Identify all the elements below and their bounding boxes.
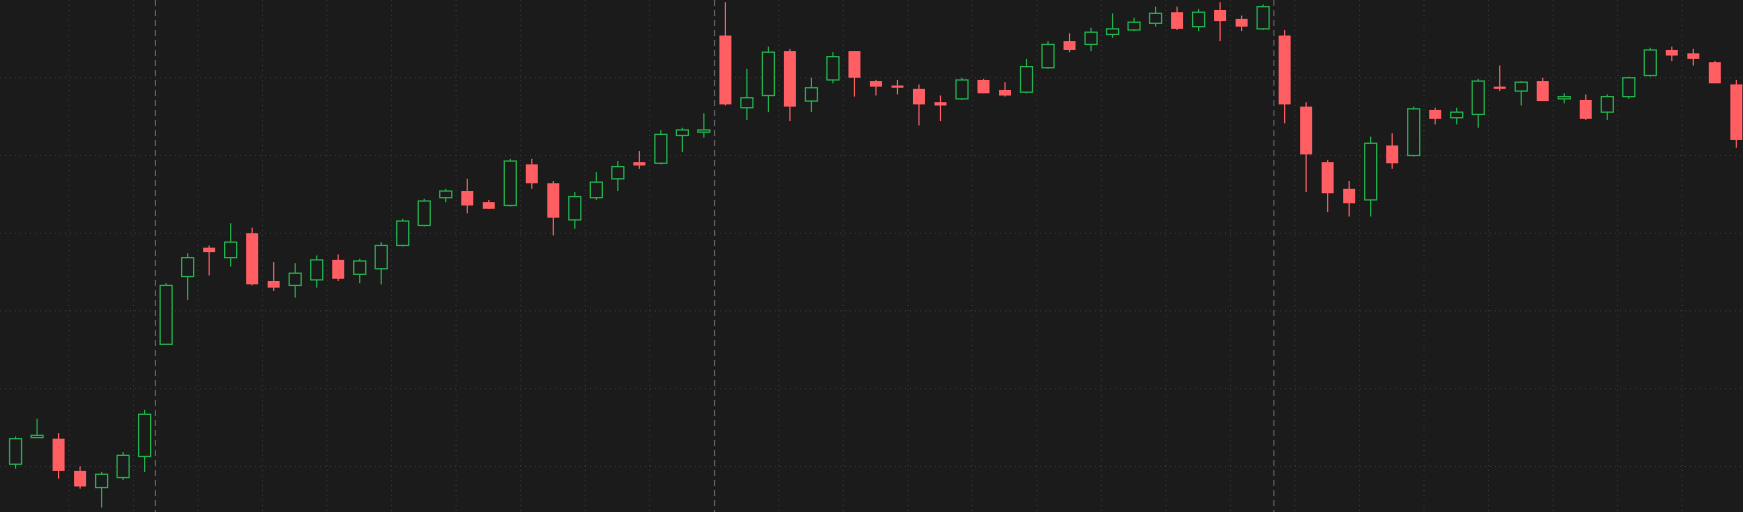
candle-body [1730, 84, 1743, 140]
candle-body [159, 284, 173, 345]
candle-body [74, 470, 87, 487]
candle-body [30, 434, 44, 439]
candle-body [568, 195, 582, 221]
candle-body [1148, 12, 1163, 24]
candle-body [116, 454, 130, 479]
candle-body [1235, 18, 1248, 27]
candle-body [1493, 86, 1506, 89]
candle-body [353, 260, 367, 275]
candle-body [1600, 95, 1614, 113]
candle-body [826, 55, 840, 81]
candle-body [1622, 77, 1636, 98]
candle-body [1579, 99, 1592, 119]
candle-body [374, 244, 388, 270]
candle-body [761, 51, 776, 97]
candle-body [1300, 106, 1313, 155]
candle-body [804, 87, 819, 102]
candle-body [137, 413, 152, 458]
candle-body [332, 259, 345, 279]
candle-body [1105, 28, 1120, 36]
candle-body [654, 133, 668, 164]
candle-body [869, 81, 882, 87]
candle-body [461, 191, 474, 206]
candle-body [589, 181, 603, 199]
candle-body [1471, 80, 1485, 116]
candle-body [955, 79, 969, 100]
candle-body [1386, 145, 1399, 164]
candle-body [180, 257, 195, 278]
candle-body [1127, 21, 1141, 31]
candle-body [224, 241, 238, 259]
candle-body [52, 438, 65, 471]
candle-body [1343, 188, 1356, 204]
candle-body [977, 79, 990, 94]
candle-body [525, 164, 538, 184]
candle-body [1536, 81, 1549, 102]
candle-body [783, 51, 796, 107]
candle-body [288, 272, 302, 287]
candle-body [675, 129, 690, 137]
candle-body [611, 165, 625, 180]
candle-body [740, 97, 754, 109]
candle-body [848, 51, 861, 78]
candle-body [1171, 12, 1184, 29]
candle-body [547, 183, 560, 218]
candle-body [1665, 49, 1678, 56]
candle-body [1191, 11, 1206, 28]
candle-body [1063, 41, 1076, 50]
candle-body [1214, 9, 1227, 22]
candle-body [999, 89, 1012, 96]
candle-body [1687, 53, 1700, 59]
candle-body [1708, 62, 1721, 84]
candle-body [203, 247, 216, 253]
candle-body [1256, 6, 1270, 30]
candle-body [246, 233, 259, 285]
candle-body [1084, 31, 1098, 46]
candle-body [719, 35, 732, 105]
candle-body [267, 280, 280, 288]
candle-body [912, 88, 925, 105]
candle-body [8, 438, 23, 465]
candle-body [891, 85, 904, 88]
candle-body [1450, 111, 1464, 119]
candle-body [396, 220, 410, 247]
candle-body [697, 129, 711, 133]
candle-body [1019, 65, 1034, 93]
candle-body [1364, 142, 1378, 201]
candle-body [1643, 49, 1657, 77]
candle-body [1514, 81, 1528, 92]
candle-body [1278, 35, 1291, 105]
candle-body [1407, 108, 1421, 157]
candle-body [1321, 162, 1334, 194]
candle-body [503, 160, 517, 207]
candle-body [633, 162, 646, 166]
candle-body [417, 200, 431, 227]
candle-body [934, 102, 947, 106]
candle-body [1041, 43, 1055, 69]
candle-body [94, 473, 109, 489]
candle-body [1557, 95, 1571, 100]
candle-body [310, 259, 324, 281]
candle-body [482, 202, 495, 209]
candle-body [1429, 109, 1442, 119]
candle-body [439, 190, 453, 199]
